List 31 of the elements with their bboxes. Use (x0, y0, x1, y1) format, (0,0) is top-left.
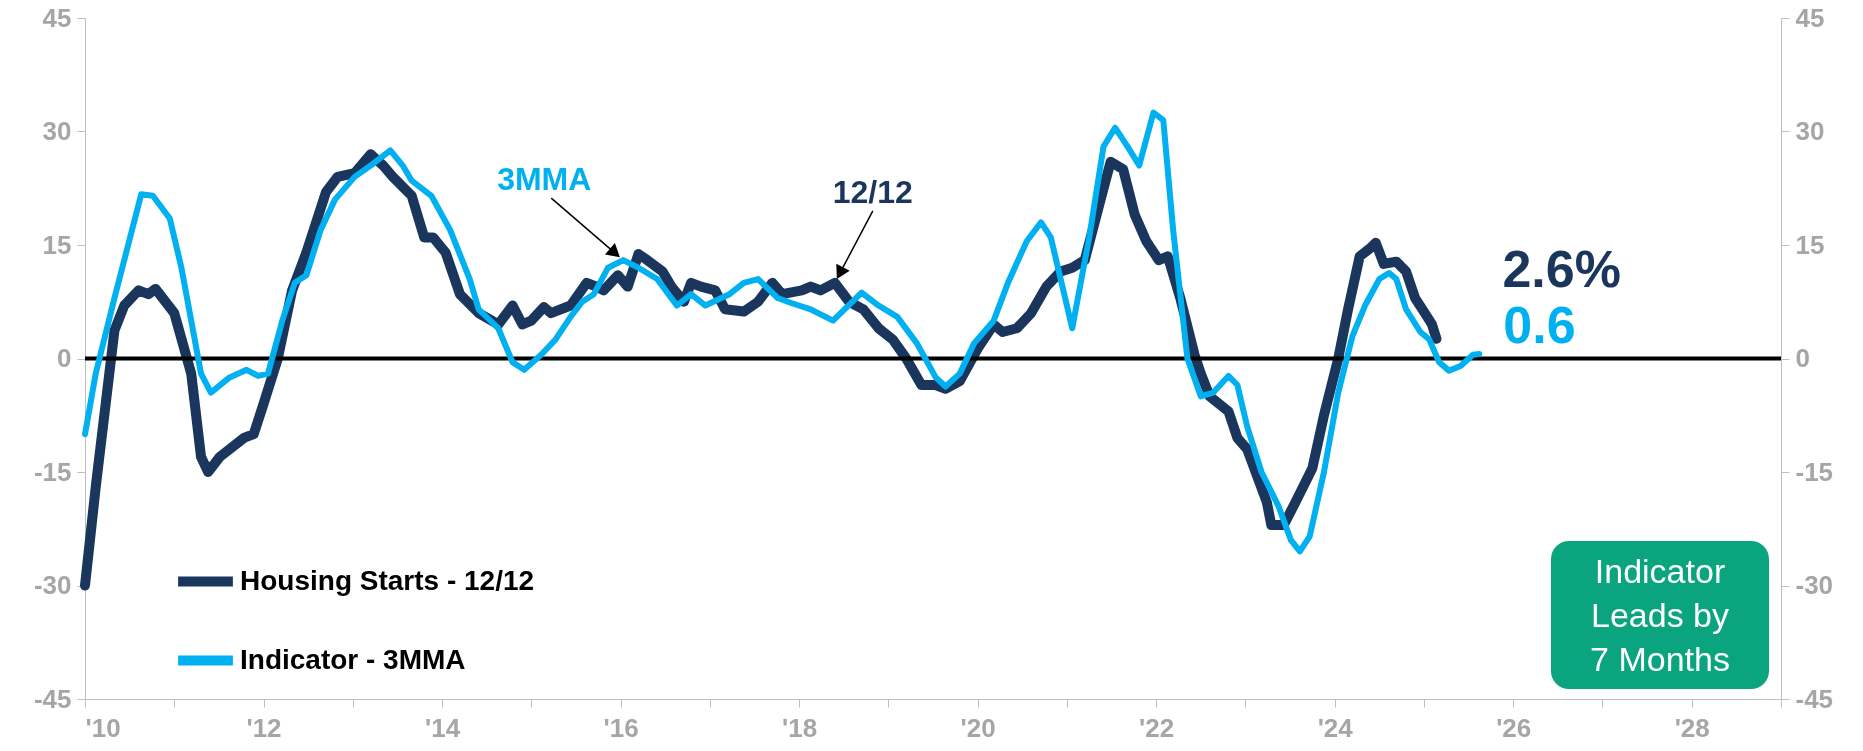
x-tick-label: '10 (85, 712, 121, 743)
legend-label: Housing Starts - 12/12 (240, 564, 535, 596)
y2-tick-label: 45 (1795, 2, 1825, 33)
y2-tick-label: -45 (1795, 683, 1834, 714)
annotation: 2.6% (1502, 239, 1621, 298)
y2-tick-label: 15 (1795, 229, 1825, 260)
x-tick-label: '12 (246, 712, 282, 743)
legend-label: Indicator - 3MMA (240, 643, 466, 675)
y-tick-label: -45 (33, 683, 72, 714)
y-tick-label: -15 (33, 456, 72, 487)
y-tick-label: 30 (42, 116, 72, 146)
x-tick-label: '26 (1496, 712, 1532, 743)
annotation: 3MMA (497, 161, 592, 198)
annotation: Indicator Leads by 7 Months (1589, 551, 1731, 680)
y2-tick-label: -15 (1795, 456, 1834, 487)
annotation: 0.6 (1503, 295, 1576, 354)
y2-tick-label: 30 (1795, 116, 1825, 146)
x-tick-label: '28 (1674, 712, 1710, 743)
x-tick-label: '20 (960, 712, 996, 743)
y-tick-label: 15 (42, 229, 72, 260)
y-tick-label: -30 (33, 570, 72, 600)
x-tick-label: '22 (1139, 712, 1175, 743)
y-tick-label: 0 (57, 343, 72, 373)
x-tick-label: '16 (603, 712, 639, 743)
annotation: 12/12 (832, 173, 913, 210)
x-tick-label: '24 (1317, 712, 1354, 743)
y2-tick-label: -30 (1795, 570, 1834, 600)
y-tick-label: 45 (42, 2, 72, 33)
x-tick-label: '14 (425, 712, 461, 743)
x-tick-label: '18 (782, 712, 818, 743)
y2-tick-label: 0 (1795, 343, 1810, 373)
